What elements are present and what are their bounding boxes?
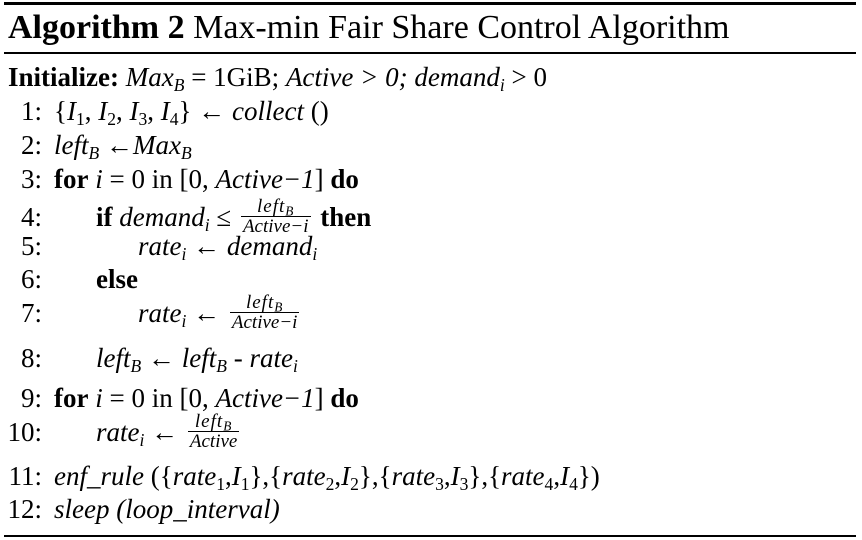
- bottom-rule: [4, 535, 856, 537]
- line-number: 11:: [8, 461, 43, 491]
- top-rule: [4, 2, 856, 5]
- algorithm-name: Max-min Fair Share Control Algorithm: [193, 9, 730, 46]
- header-rule: [4, 52, 856, 54]
- line-number: 1:: [20, 96, 42, 126]
- line-number: 10:: [7, 417, 42, 447]
- line-number: 12:: [7, 494, 42, 524]
- line-number: 4:: [20, 202, 42, 232]
- line-number: 2:: [20, 130, 42, 160]
- fraction: leftB Active: [187, 411, 240, 453]
- fraction: leftB Active−i: [229, 292, 300, 334]
- line-number: 3:: [20, 164, 42, 194]
- line-number: 5:: [20, 231, 42, 261]
- line-number: 7:: [20, 298, 42, 328]
- line-number: 9:: [20, 383, 42, 413]
- line-number: 6:: [20, 264, 42, 294]
- algorithm-label: Algorithm 2: [8, 9, 185, 46]
- algorithm-title: Algorithm 2 Max-min Fair Share Control A…: [8, 8, 730, 48]
- fraction: leftB Active−i: [240, 196, 311, 238]
- line-number: 8:: [20, 343, 42, 373]
- init-keyword: Initialize:: [8, 62, 119, 92]
